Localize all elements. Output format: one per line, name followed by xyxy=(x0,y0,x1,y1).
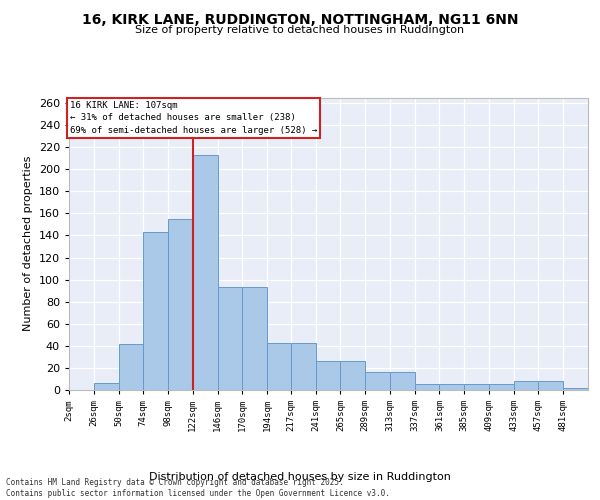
Bar xyxy=(340,362,365,390)
Text: Contains HM Land Registry data © Crown copyright and database right 2025.
Contai: Contains HM Land Registry data © Crown c… xyxy=(6,478,390,498)
Bar xyxy=(143,232,168,390)
Text: 16, KIRK LANE, RUDDINGTON, NOTTINGHAM, NG11 6NN: 16, KIRK LANE, RUDDINGTON, NOTTINGHAM, N… xyxy=(82,12,518,26)
Text: Distribution of detached houses by size in Ruddington: Distribution of detached houses by size … xyxy=(149,472,451,482)
Bar xyxy=(218,288,242,390)
Text: 16 KIRK LANE: 107sqm
← 31% of detached houses are smaller (238)
69% of semi-deta: 16 KIRK LANE: 107sqm ← 31% of detached h… xyxy=(70,101,317,135)
Bar xyxy=(316,362,340,390)
Text: Size of property relative to detached houses in Ruddington: Size of property relative to detached ho… xyxy=(136,25,464,35)
Bar xyxy=(514,381,538,390)
Bar xyxy=(242,288,267,390)
Bar xyxy=(94,384,119,390)
Bar xyxy=(489,384,514,390)
Bar xyxy=(538,381,563,390)
Bar xyxy=(291,342,316,390)
Bar xyxy=(168,219,193,390)
Bar xyxy=(390,372,415,390)
Bar xyxy=(365,372,390,390)
Bar xyxy=(193,155,218,390)
Bar xyxy=(267,342,291,390)
Bar xyxy=(415,384,439,390)
Y-axis label: Number of detached properties: Number of detached properties xyxy=(23,156,33,332)
Bar xyxy=(563,388,588,390)
Bar xyxy=(119,344,143,390)
Bar xyxy=(439,384,464,390)
Bar xyxy=(464,384,489,390)
